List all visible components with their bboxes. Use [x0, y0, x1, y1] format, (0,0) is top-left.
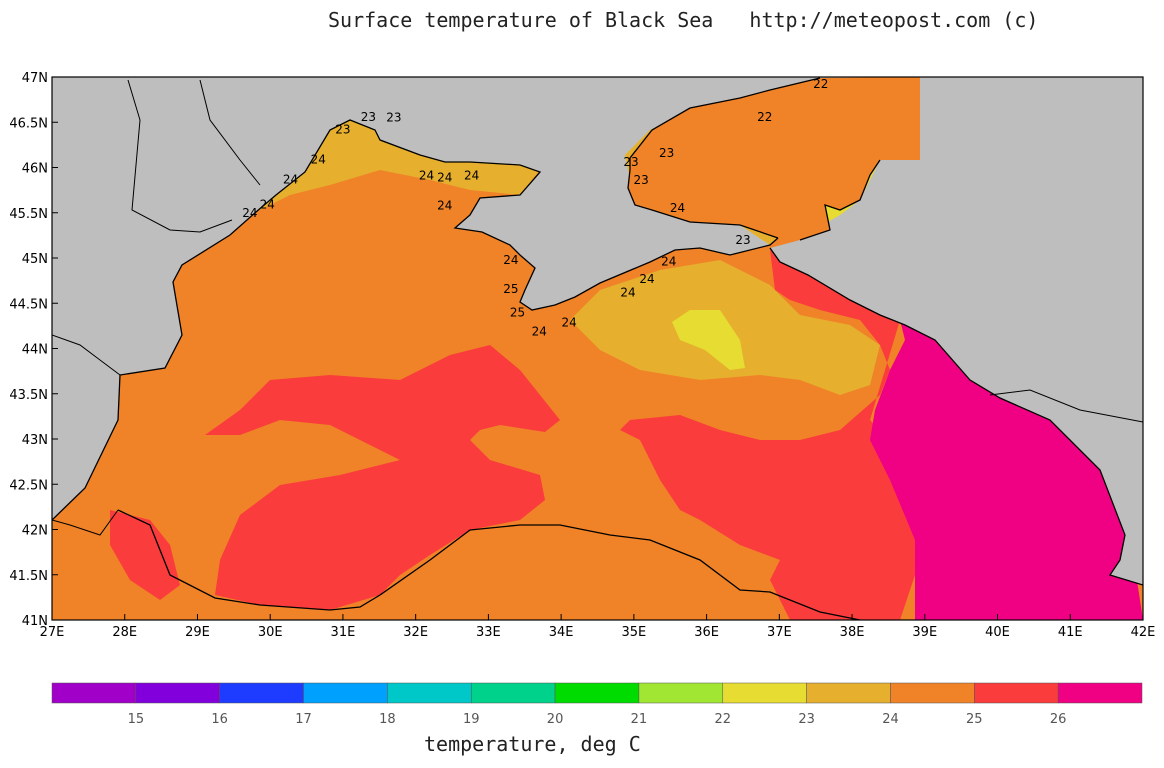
legend-tick-label: 21	[631, 712, 648, 727]
station-value: 25	[503, 282, 518, 296]
lon-tick-label: 30E	[258, 625, 283, 640]
lat-tick-label: 42.5N	[9, 478, 48, 493]
lon-tick-label: 29E	[185, 625, 210, 640]
lon-tick-label: 38E	[840, 625, 865, 640]
lon-tick-label: 41E	[1058, 625, 1083, 640]
station-value: 22	[757, 110, 772, 124]
sea-zone-26	[870, 320, 1143, 620]
station-value: 23	[633, 173, 648, 187]
lat-tick-label: 46N	[22, 162, 48, 177]
legend-tick-label: 24	[882, 712, 899, 727]
station-value: 24	[260, 198, 275, 212]
legend-swatch	[806, 682, 891, 704]
station-value: 22	[813, 77, 828, 91]
station-value: 24	[639, 272, 654, 286]
lat-tick-label: 43N	[22, 433, 48, 448]
lat-tick-label: 41.5N	[9, 569, 48, 584]
lon-tick-label: 42E	[1131, 625, 1156, 640]
lat-tick-label: 45N	[22, 252, 48, 267]
lat-tick-label: 46.5N	[9, 116, 48, 131]
legend-swatch	[470, 682, 556, 704]
legend-swatch	[890, 682, 975, 704]
legend-swatch	[1057, 682, 1143, 704]
station-value: 24	[437, 199, 452, 213]
legend-swatch	[51, 682, 137, 704]
legend-tick-label: 18	[379, 712, 396, 727]
coastline-turkey	[117, 509, 861, 620]
lon-tick-label: 37E	[767, 625, 792, 640]
border-lines	[52, 79, 1143, 536]
station-value: 24	[242, 206, 257, 220]
station-value: 24	[620, 285, 635, 299]
legend-tick-label: 16	[211, 712, 228, 727]
lon-tick-label: 39E	[912, 625, 937, 640]
station-value: 23	[735, 233, 750, 247]
map-title: Surface temperature of Black Sea http://…	[328, 8, 1039, 32]
lat-tick-label: 42N	[22, 524, 48, 539]
longitude-axis: 27E 28E 29E 30E 31E 32E 33E 34E 35E 36E 37E 38E 39E 4…	[40, 614, 1156, 640]
station-value: 23	[659, 146, 674, 160]
lon-tick-label: 36E	[694, 625, 719, 640]
legend-tick-label: 22	[714, 712, 731, 727]
lon-tick-label: 32E	[403, 625, 428, 640]
temperature-legend: 15 16 17 18 19 20 21 22 23 24 25 26	[51, 682, 1143, 727]
lon-tick-label: 28E	[112, 625, 137, 640]
station-value: 23	[335, 122, 350, 136]
lon-tick-label: 33E	[476, 625, 501, 640]
lon-tick-label: 34E	[549, 625, 574, 640]
legend-tick-label: 17	[295, 712, 312, 727]
lon-tick-label: 40E	[985, 625, 1010, 640]
station-value: 23	[386, 111, 401, 125]
legend-swatch	[219, 682, 304, 704]
station-value: 24	[437, 170, 452, 184]
sea-zone-25-east	[620, 250, 920, 620]
lon-tick-label: 35E	[621, 625, 646, 640]
station-value: 24	[661, 255, 676, 269]
legend-tick-label: 23	[798, 712, 815, 727]
coastline-black-sea	[52, 119, 779, 521]
legend-swatch	[974, 682, 1059, 704]
legend-swatch	[303, 682, 388, 704]
lon-tick-label: 27E	[40, 625, 65, 640]
latitude-axis: 47N 46.5N 46N 45.5N 45N 44.5N 44N 43.5N 43N 42.5N…	[9, 71, 58, 629]
station-value: 24	[532, 324, 547, 338]
coastline-caucasus	[769, 247, 1143, 586]
lon-tick-label: 31E	[331, 625, 356, 640]
station-value: 24	[670, 201, 685, 215]
legend-tick-label: 19	[463, 712, 480, 727]
legend-swatch	[135, 682, 220, 704]
legend-swatch	[554, 682, 640, 704]
legend-swatch	[638, 682, 724, 704]
legend-tick-label: 26	[1050, 712, 1067, 727]
lat-tick-label: 47N	[22, 71, 48, 86]
station-value: 24	[283, 172, 298, 186]
sea-zone-22-east	[672, 310, 745, 370]
station-value: 24	[419, 169, 434, 183]
sea-zone-25-west	[205, 345, 560, 610]
lat-tick-label: 45.5N	[9, 207, 48, 222]
lat-tick-label: 44.5N	[9, 297, 48, 312]
legend-swatch	[387, 682, 472, 704]
lat-tick-label: 44N	[22, 343, 48, 358]
coastline-azov	[627, 77, 881, 241]
sea-zone-25-sw	[110, 510, 180, 600]
legend-swatch	[722, 682, 807, 704]
station-value: 23	[361, 110, 376, 124]
station-value: 24	[503, 253, 518, 267]
station-value: 24	[311, 152, 326, 166]
legend-tick-label: 25	[966, 712, 983, 727]
lat-tick-label: 43.5N	[9, 388, 48, 403]
legend-caption: temperature, deg C	[424, 732, 641, 756]
legend-tick-label: 15	[128, 712, 145, 727]
station-value: 25	[510, 305, 525, 319]
station-value: 24	[464, 169, 479, 183]
station-value: 24	[561, 315, 576, 329]
station-value: 23	[623, 155, 638, 169]
legend-tick-label: 20	[547, 712, 564, 727]
lat-tick-label: 41N	[22, 614, 48, 629]
sea-zone-23-nw	[230, 110, 540, 215]
